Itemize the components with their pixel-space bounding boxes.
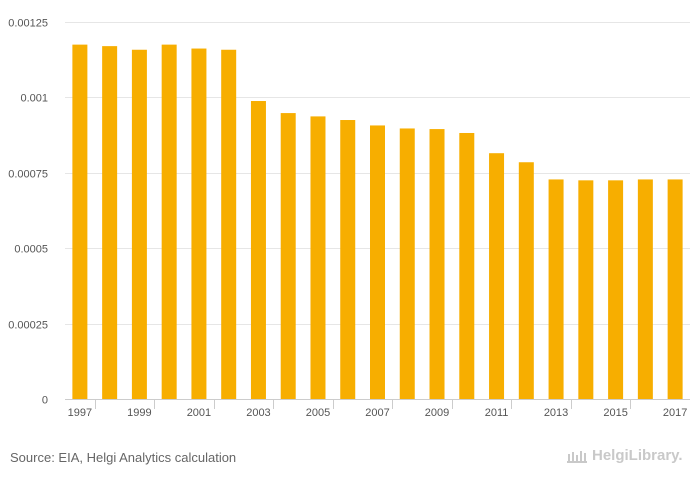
x-tick-label: 2009 bbox=[425, 407, 449, 419]
bar-2015 bbox=[608, 180, 624, 399]
bar-2012 bbox=[518, 162, 534, 399]
bar-2013 bbox=[548, 179, 564, 399]
logo-text: HelgiLibrary. bbox=[592, 447, 683, 464]
bars bbox=[72, 44, 683, 400]
y-tick-label: 0 bbox=[42, 395, 48, 407]
x-tick-label: 1999 bbox=[127, 407, 151, 419]
y-tick-label: 0.00025 bbox=[8, 320, 48, 332]
x-tick-label: 2013 bbox=[544, 407, 568, 419]
bar-2011 bbox=[489, 153, 505, 399]
helgilibrary-logo: HelgiLibrary. bbox=[566, 447, 683, 464]
bar-2006 bbox=[340, 120, 356, 400]
bar-1998 bbox=[102, 46, 118, 399]
bar-2017 bbox=[667, 179, 683, 399]
bar-2001 bbox=[191, 48, 207, 399]
y-tick-label: 0.001 bbox=[20, 93, 48, 105]
x-tick-label: 2005 bbox=[306, 407, 330, 419]
bar-2004 bbox=[280, 113, 296, 399]
x-tick-label: 2011 bbox=[485, 407, 509, 419]
x-tick-label: 2001 bbox=[187, 407, 211, 419]
bar-2003 bbox=[250, 101, 266, 400]
x-tick-label: 2015 bbox=[603, 407, 627, 419]
bar-2007 bbox=[370, 125, 385, 399]
bar-2010 bbox=[459, 132, 475, 400]
library-building-icon bbox=[567, 450, 587, 463]
bar-1999 bbox=[131, 49, 147, 399]
bar-2016 bbox=[637, 179, 653, 399]
bar-2008 bbox=[399, 128, 415, 399]
bar-2002 bbox=[221, 49, 237, 399]
bar-2009 bbox=[429, 129, 445, 399]
source-note: Source: EIA, Helgi Analytics calculation bbox=[10, 450, 237, 465]
bar-2014 bbox=[578, 180, 594, 399]
bar-2000 bbox=[161, 44, 177, 400]
x-axis: 1997 1999 2001 2003 2005 2007 2009 2011 2013 2015… bbox=[65, 399, 690, 419]
x-tick-label: 1997 bbox=[68, 407, 92, 419]
bar-2005 bbox=[310, 116, 326, 400]
y-tick-label: 0.0005 bbox=[14, 244, 48, 256]
y-tick-label: 0.00125 bbox=[8, 18, 48, 30]
y-tick-label: 0.00075 bbox=[8, 169, 48, 181]
x-tick-label: 2017 bbox=[663, 407, 687, 419]
bar-1997 bbox=[72, 44, 88, 400]
x-tick-label: 2007 bbox=[365, 407, 389, 419]
y-axis: 0 0.00025 0.0005 0.00075 0.001 0.00125 bbox=[8, 18, 48, 407]
x-tick-label: 2003 bbox=[246, 407, 270, 419]
